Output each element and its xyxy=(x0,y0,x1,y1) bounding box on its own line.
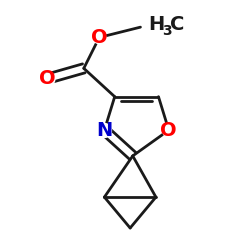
Text: H: H xyxy=(148,15,164,34)
Text: O: O xyxy=(91,28,108,47)
Text: C: C xyxy=(170,15,184,34)
Text: N: N xyxy=(96,121,112,140)
Text: O: O xyxy=(160,121,177,140)
Text: O: O xyxy=(40,69,56,88)
Text: 3: 3 xyxy=(162,24,172,38)
